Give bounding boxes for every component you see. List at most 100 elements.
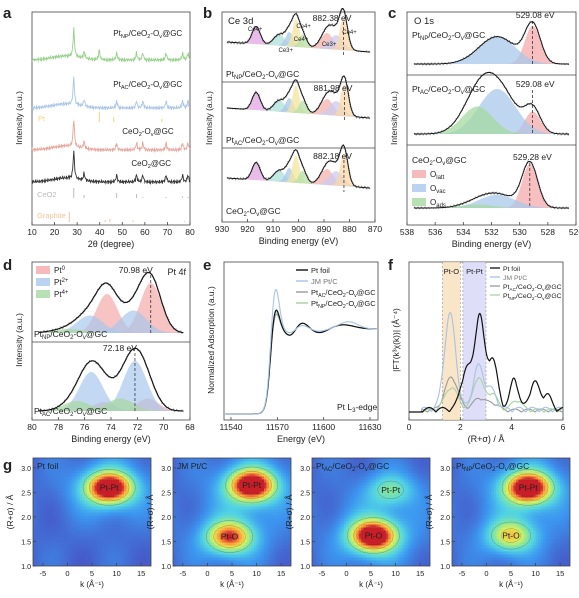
panel-g-cell	[268, 467, 272, 471]
panel-g-cell	[378, 497, 382, 501]
panel-g-cell	[239, 560, 243, 564]
panel-g-cell	[339, 524, 342, 528]
panel-g-cell	[69, 485, 73, 489]
panel-g-cell	[187, 560, 191, 564]
panel-g-cell	[329, 551, 333, 555]
panel-g-cell	[319, 461, 323, 465]
label-part: @GC	[86, 329, 107, 339]
panel-g-cell	[341, 485, 345, 489]
panel-g-cell	[148, 461, 151, 465]
panel-g-cell	[64, 527, 68, 531]
panel-g-cell	[380, 536, 384, 540]
panel-g-cell	[334, 524, 338, 528]
panel-g-cell	[72, 482, 76, 486]
panel-g-cell	[236, 503, 240, 507]
panel-g-cell	[82, 494, 86, 498]
panel-g-cell	[217, 470, 221, 474]
panel-g-cell	[276, 554, 280, 558]
panel-g-cell	[204, 551, 208, 555]
panel-g-cell	[353, 503, 357, 507]
panel-g-cell	[217, 509, 221, 513]
panel-g-cell	[383, 524, 387, 528]
panel-g-cell	[87, 494, 91, 498]
panel-g-cell	[314, 497, 318, 501]
panel-g-cell	[288, 491, 291, 495]
panel-g-cell	[373, 470, 377, 474]
panel-g-cell	[55, 509, 59, 513]
panel-g-cell	[133, 479, 137, 483]
panel-g-cell	[197, 479, 201, 483]
panel-g-cell	[363, 473, 367, 477]
panel-g-cell	[251, 560, 255, 564]
panel-g-cell	[254, 497, 258, 501]
panel-g-cell	[136, 506, 140, 510]
panel-g-cell	[99, 473, 103, 477]
panel-g-cell	[375, 515, 379, 519]
panel-g-cell	[334, 551, 338, 555]
panel-g-cell	[104, 497, 108, 501]
panel-g-cell	[373, 482, 377, 486]
panel-g-cell	[356, 461, 360, 465]
panel-g-cell	[281, 539, 285, 543]
panel-g-cell	[348, 476, 352, 480]
panel-g-cell	[227, 560, 231, 564]
panel-g-cell	[256, 521, 260, 525]
panel-g-cell	[254, 521, 258, 525]
panel-g-cell	[321, 500, 325, 504]
panel-g-cell	[312, 485, 315, 489]
panel-g-cell	[143, 458, 147, 462]
panel-g-cell	[353, 482, 357, 486]
panel-g-cell	[348, 491, 352, 495]
panel-g-cell	[111, 530, 115, 534]
panel-g-cell	[383, 542, 387, 546]
panel-g-cell	[96, 557, 100, 561]
panel-g-cell	[273, 509, 277, 513]
panel-g-cell	[89, 560, 93, 564]
panel-g-cell	[37, 512, 41, 516]
panel-g-cell	[348, 545, 352, 549]
panel-g-cell	[138, 494, 142, 498]
panel-g-cell	[316, 488, 320, 492]
panel-g-cell	[195, 563, 199, 566]
panel-g-cell	[326, 503, 330, 507]
panel-g-cell	[141, 527, 145, 531]
panel-g-cell	[109, 473, 113, 477]
panel-g-cell	[276, 515, 280, 519]
panel-g-cell	[35, 518, 39, 522]
panel-g-cell	[241, 458, 245, 462]
panel-g-cell	[346, 539, 350, 543]
panel-d-xtick-label: 70	[159, 422, 169, 432]
panel-g-cell	[69, 533, 73, 537]
panel-g-cell	[64, 557, 68, 561]
panel-g-cell	[241, 479, 245, 483]
panel-g-cell	[45, 560, 49, 564]
panel-g-cell	[324, 497, 328, 501]
panel-g-cell	[241, 488, 245, 492]
panel-g-cell	[204, 503, 208, 507]
panel-g-cell	[254, 530, 258, 534]
label-part: CeO	[122, 127, 138, 136]
label-part: v	[542, 297, 545, 302]
panel-g-cell	[123, 536, 127, 540]
panel-g-cell	[358, 464, 362, 468]
panel-g-cell	[57, 530, 61, 534]
panel-g-cell	[331, 479, 335, 483]
panel-g-cell	[202, 476, 206, 480]
panel-g-cell	[101, 503, 105, 507]
panel-g-cell	[136, 497, 140, 501]
panel-g-cell	[236, 497, 240, 501]
panel-g-cell	[283, 458, 287, 462]
panel-g-cell	[288, 524, 291, 528]
panel-g-map-title: Pt foil	[37, 461, 58, 471]
panel-g-cell	[273, 506, 277, 510]
panel-g-cell	[239, 518, 243, 522]
panel-g-cell	[373, 557, 377, 561]
panel-g-cell	[79, 557, 83, 561]
panel-g-cell	[136, 551, 140, 555]
panel-g-cell	[283, 563, 287, 566]
panel-g-cell	[195, 533, 199, 537]
panel-g-cell	[192, 524, 196, 528]
panel-g-cell	[329, 533, 333, 537]
panel-g-cell	[229, 512, 233, 516]
panel-g-cell	[375, 488, 379, 492]
